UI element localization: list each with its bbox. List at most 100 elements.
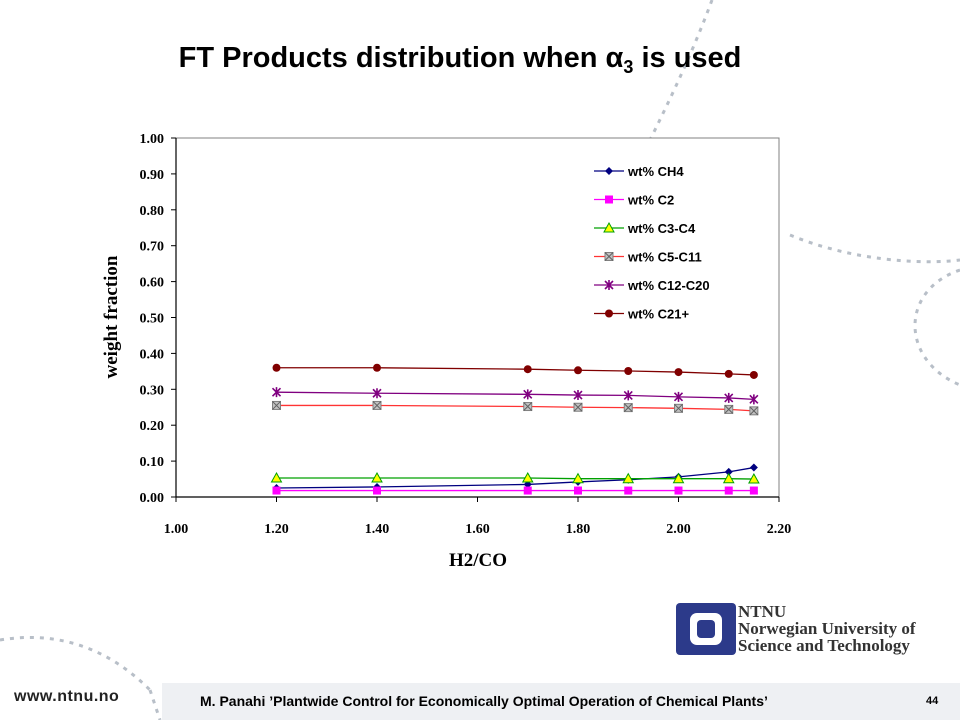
x-tick-label: 2.20 [767,522,792,537]
data-point [372,388,382,399]
ntnu-line2: Norwegian University of [738,619,916,638]
series-wt-c2 [272,486,758,495]
legend-label: wt% CH4 [627,164,684,179]
data-point [672,472,685,484]
data-point [624,486,633,495]
legend-entry: wt% C21+ [594,307,689,322]
data-point [270,471,283,483]
legend-label: wt% C12-C20 [627,278,710,293]
series-wt-c3-c4 [270,471,760,484]
y-tick-label: 1.00 [140,132,165,147]
data-point [604,280,614,290]
data-point [623,390,633,401]
ntnu-line3: Science and Technology [738,636,910,655]
x-axis-label: H2/CO [449,550,507,571]
data-point [604,252,614,261]
legend-label: wt% C2 [627,193,674,208]
line-chart: 0.00 0.10 0.20 0.30 0.40 0.50 0.60 0.70 0.80 0.90… [101,132,792,571]
data-point [574,486,582,495]
data-point [624,366,633,375]
data-point [523,365,532,374]
legend-entry: wt% CH4 [594,164,684,179]
data-point [523,389,533,400]
ntnu-logo-icon [676,603,736,655]
series-line [276,367,754,376]
series-wt-c5-c11 [272,400,759,416]
data-point [722,472,735,484]
data-point [674,368,683,377]
y-tick-label: 0.20 [140,419,165,434]
legend-entry: wt% C5-C11 [594,250,702,265]
legend-entry: wt% C12-C20 [594,278,710,293]
series-line [276,391,754,401]
series-wt-c21- [272,363,758,379]
y-tick-label: 0.40 [140,347,165,362]
y-tick-label: 0.30 [140,383,165,398]
footer-text: M. Panahi ’Plantwide Control for Economi… [200,693,768,709]
series-wt-c12-c20 [271,387,759,405]
y-tick-label: 0.80 [140,204,165,219]
data-point [521,471,534,483]
legend-entry: wt% C2 [594,193,674,208]
data-point [272,400,281,410]
series-line [276,477,754,480]
x-tick-label: 2.00 [666,522,691,537]
data-point [272,486,281,495]
data-point [373,486,381,495]
data-point [603,221,615,233]
y-tick-label: 0.00 [140,491,165,506]
data-point [749,406,759,416]
data-point [724,486,733,495]
x-tick-label: 1.20 [264,522,289,537]
data-point [573,402,583,412]
data-point [622,472,635,484]
ntnu-wordmark: NTNU Norwegian University of Science and… [738,603,916,654]
x-tick-label: 1.60 [465,522,490,537]
title-main: FT Products distribution when α [178,42,624,74]
data-point [724,369,733,378]
data-point [724,392,734,403]
title-subscript: 3 [623,57,634,77]
data-point [748,473,760,484]
data-point [605,309,613,318]
data-point [523,486,532,495]
data-point [523,402,533,412]
data-point [605,195,613,204]
data-point [674,403,683,413]
data-point [623,403,633,413]
x-tick-label: 1.80 [566,522,591,537]
data-point [372,400,382,410]
y-tick-label: 0.50 [140,312,165,327]
series-group [270,363,760,495]
data-point [749,394,759,405]
series-wt-ch4 [272,463,758,493]
y-tick-label: 0.70 [140,240,165,255]
data-point [572,472,584,484]
title-end: is used [633,42,742,74]
data-point [272,363,281,372]
y-tick-label: 0.90 [140,168,165,183]
data-point [673,391,684,402]
legend: wt% CH4 wt% C2 wt% C3-C4 wt% C5-C11 wt% C12-… [594,164,710,322]
x-tick-label: 1.40 [365,522,390,537]
data-point [749,486,758,495]
axes-group: 0.00 0.10 0.20 0.30 0.40 0.50 0.60 0.70 0.80 0.90… [140,132,792,537]
y-tick-label: 0.60 [140,276,165,291]
y-tick-label: 0.10 [140,455,165,470]
legend-label: wt% C21+ [627,307,689,322]
legend-label: wt% C5-C11 [627,250,702,265]
data-point [573,390,583,401]
data-point [749,463,758,472]
y-axis-label: weight fraction [101,255,122,378]
footer-bar [162,683,960,720]
x-tick-label: 1.00 [164,522,189,537]
data-point [271,387,282,398]
page-number: 44 [926,695,939,707]
data-point [674,486,683,495]
data-point [371,471,383,483]
data-point [724,467,733,476]
series-line [276,404,754,412]
data-point [749,370,758,379]
legend-label: wt% C3-C4 [627,221,696,236]
data-point [574,366,582,375]
